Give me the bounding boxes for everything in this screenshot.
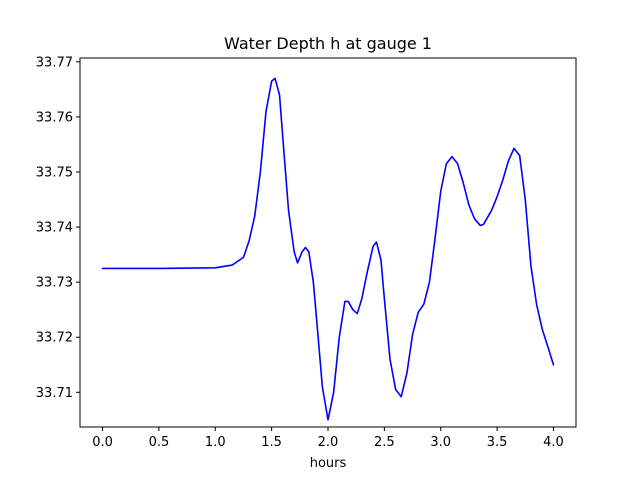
plot-area xyxy=(80,58,576,427)
series-line xyxy=(101,77,555,421)
y-tick-label: 33.75 xyxy=(36,166,73,181)
x-tick-label: 3.0 xyxy=(430,435,451,450)
y-tick-label: 33.77 xyxy=(36,55,73,70)
y-tick-label: 33.76 xyxy=(36,110,73,125)
y-tick-label: 33.72 xyxy=(36,331,73,346)
x-tick-label: 3.5 xyxy=(487,435,508,450)
y-tick-label: 33.74 xyxy=(36,221,73,236)
x-axis: 0.0 0.5 1.0 1.5 2.0 2.5 3.0 3.5 4.0 xyxy=(92,427,564,450)
x-tick-label: 0.0 xyxy=(92,435,113,450)
x-tick-label: 4.0 xyxy=(543,435,564,450)
x-tick-label: 2.0 xyxy=(318,435,339,450)
x-tick-label: 0.5 xyxy=(149,435,170,450)
x-tick-label: 2.5 xyxy=(374,435,395,450)
y-tick-label: 33.71 xyxy=(36,386,73,401)
x-tick-label: 1.5 xyxy=(261,435,282,450)
y-tick-label: 33.73 xyxy=(36,276,73,291)
x-axis-label: hours xyxy=(310,456,347,471)
y-axis: 33.71 33.72 33.73 33.74 33.75 33.76 33.77 xyxy=(36,55,80,401)
x-tick-label: 1.0 xyxy=(205,435,226,450)
chart-title: Water Depth h at gauge 1 xyxy=(224,34,432,53)
plot-frame xyxy=(79,57,577,428)
